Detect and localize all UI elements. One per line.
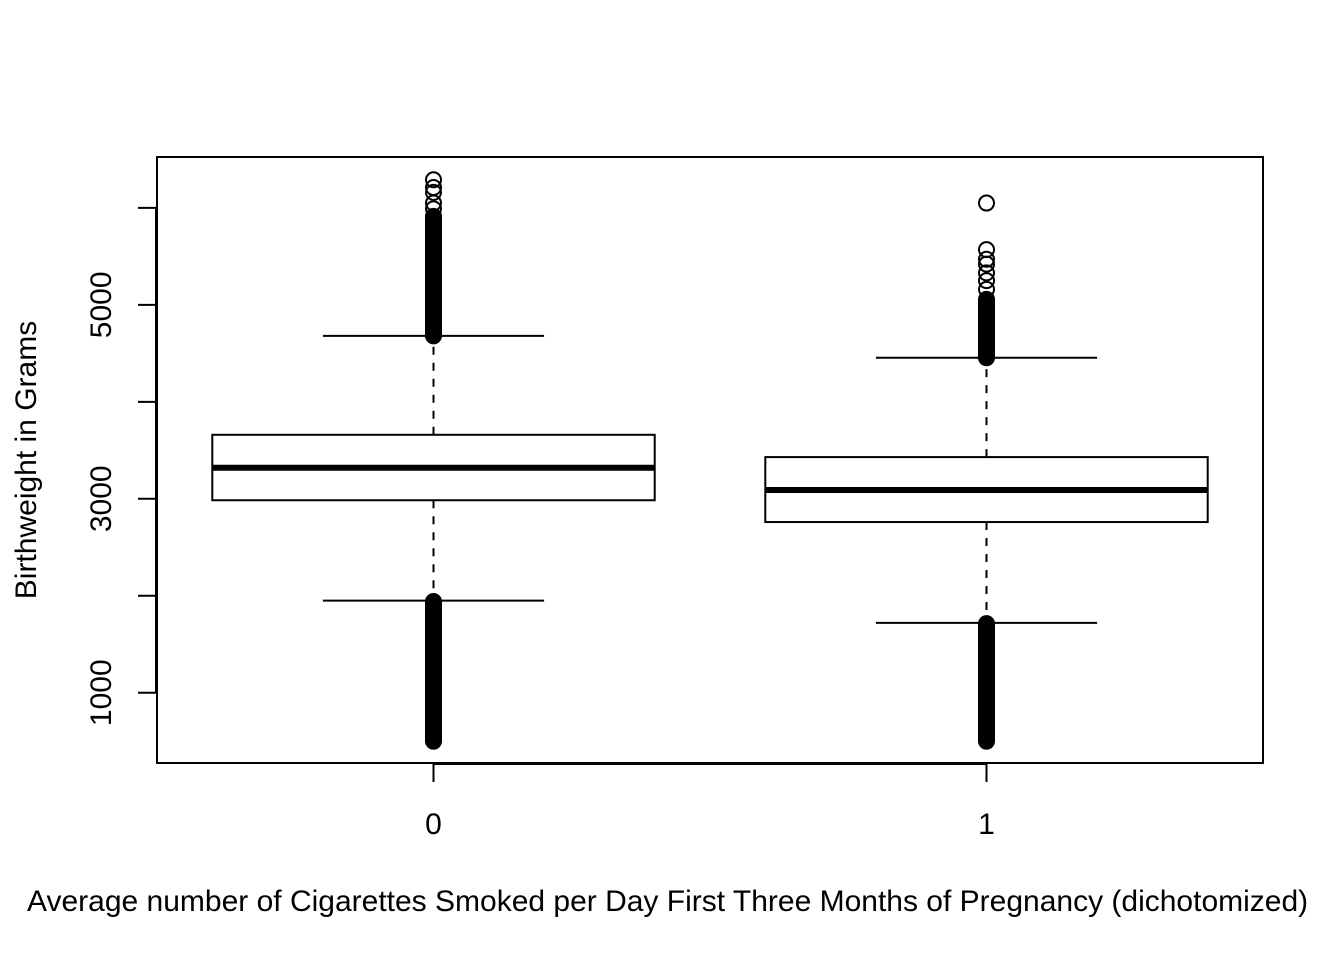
outlier-point [425, 183, 442, 201]
y-tick-label: 1000 [85, 659, 118, 726]
outlier-point [425, 207, 442, 225]
y-tick-label: 5000 [85, 271, 118, 338]
outlier-point [978, 290, 995, 308]
box-group [211, 171, 1209, 750]
outlier-point [978, 280, 995, 298]
x-tick-label: 1 [978, 808, 995, 841]
y-axis: 1000 3000 5000 [85, 206, 157, 726]
box-1 [764, 194, 1209, 750]
x-axis-label: Average number of Cigarettes Smoked per … [27, 885, 1308, 918]
x-tick-label: 0 [425, 808, 442, 841]
outliers [425, 171, 442, 750]
outlier-point [425, 200, 442, 218]
outlier-point [978, 250, 995, 268]
outlier-point [978, 615, 995, 633]
y-axis-label: Birthweight in Grams [10, 321, 43, 599]
box-0 [211, 171, 656, 750]
outliers [978, 194, 995, 750]
outlier-point [978, 241, 995, 259]
outlier-point [978, 264, 995, 282]
outlier-point [425, 593, 442, 611]
outlier-point [978, 272, 995, 290]
outlier-point [425, 179, 442, 197]
y-tick-label: 3000 [85, 465, 118, 532]
outlier-point [978, 194, 995, 212]
outlier-point [425, 171, 442, 189]
